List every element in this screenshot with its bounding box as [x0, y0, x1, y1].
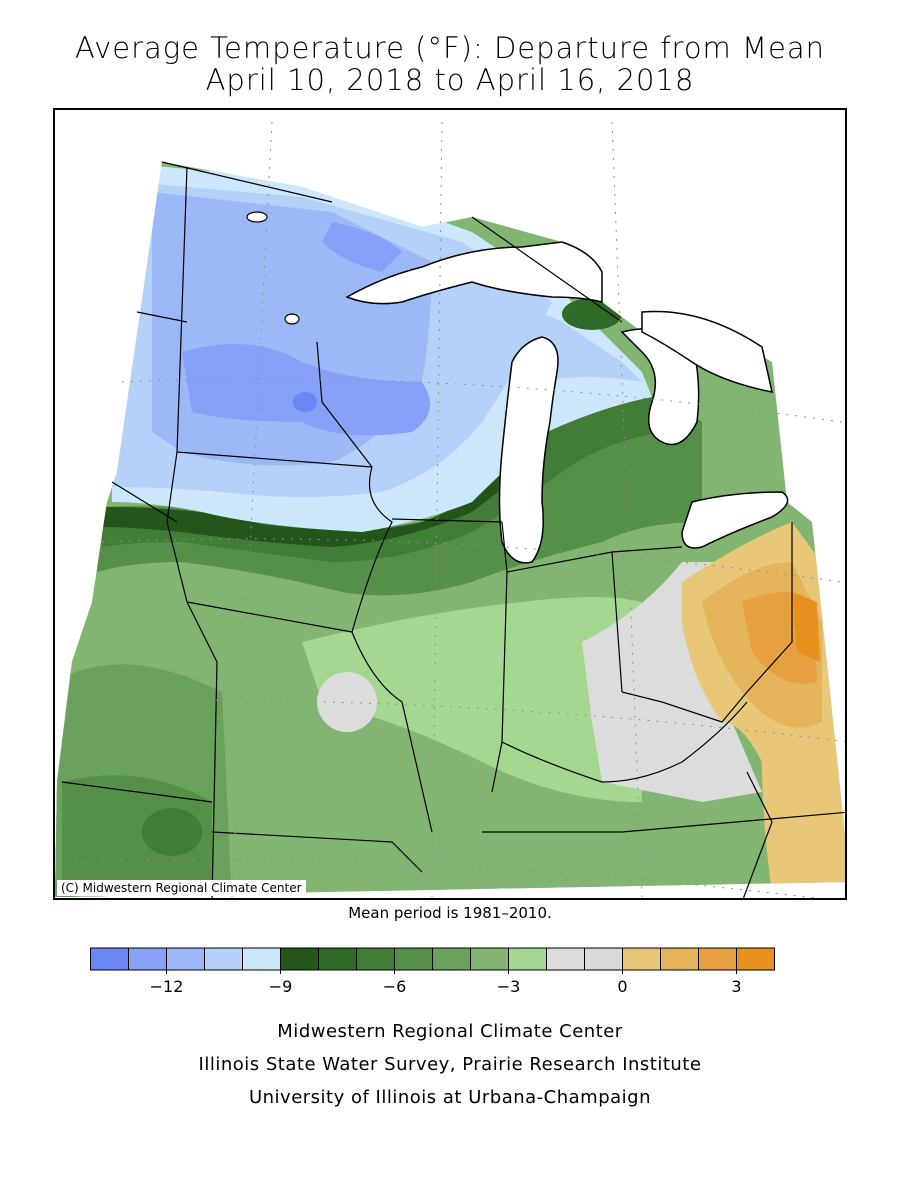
- ky-in-border: [501, 701, 748, 783]
- copyright-label: (C) Midwestern Regional Climate Center: [57, 880, 306, 896]
- legend-tick-label: 3: [731, 977, 741, 996]
- mississippi-river: [351, 466, 433, 833]
- region-minus-6-sw: [62, 775, 212, 897]
- legend-swatch: [128, 947, 167, 971]
- georgian-bay: [641, 310, 773, 393]
- legend-swatch: [90, 947, 129, 971]
- legend-swatches: [90, 947, 775, 971]
- region-minus-2: [302, 597, 642, 802]
- region-minus-7-spot: [142, 808, 202, 856]
- map-date-range: April 10, 2018 to April 16, 2018: [205, 63, 695, 97]
- sd-ne-border: [111, 481, 178, 523]
- legend-tick-label: −9: [269, 977, 293, 996]
- il-in-border: [491, 521, 508, 793]
- legend-swatch: [660, 947, 699, 971]
- legend-tick-label: −3: [497, 977, 521, 996]
- legend-swatch: [204, 947, 243, 971]
- mn-wi-border: [316, 341, 373, 468]
- footer-org: Midwestern Regional Climate Center: [277, 1021, 623, 1042]
- legend-tick-labels: −12 −9 −6 −3 0 3: [150, 970, 742, 996]
- legend-swatch: [356, 947, 395, 971]
- region-zero-spot: [317, 672, 377, 732]
- lake-erie: [681, 491, 789, 549]
- legend-swatch: [584, 947, 623, 971]
- nd-sd-border: [136, 311, 188, 323]
- legend-swatch: [166, 947, 205, 971]
- ks-ne-border: [61, 781, 213, 803]
- region-minus-7: [102, 397, 662, 562]
- region-eastern-up: [562, 298, 622, 330]
- footer-university: University of Illinois at Urbana-Champai…: [248, 1087, 652, 1108]
- ky-tn-border: [482, 811, 845, 833]
- legend-swatch: [470, 947, 509, 971]
- canada-border-mn: [161, 161, 333, 203]
- mn-south-border: [176, 451, 373, 468]
- state-boundaries: [61, 161, 845, 898]
- region-minus-12: [182, 344, 430, 436]
- region-minus-13: [293, 392, 317, 412]
- legend-swatch: [736, 947, 775, 971]
- legend-tick-label: −6: [383, 977, 407, 996]
- legend-swatch: [318, 947, 357, 971]
- legend-swatch: [508, 947, 547, 971]
- graticule: [56, 121, 845, 898]
- temperature-departure-map: [55, 121, 845, 898]
- map-title: Average Temperature (°F): Departure from…: [74, 31, 826, 65]
- legend-swatch: [698, 947, 737, 971]
- legend-swatch: [242, 947, 281, 971]
- lake-michigan: [498, 336, 559, 564]
- mean-period-note: Mean period is 1981–2010.: [348, 904, 552, 922]
- lake-red: [284, 313, 300, 325]
- lake-of-the-woods: [246, 211, 268, 223]
- legend-tick-label: −12: [150, 977, 184, 996]
- mo-ar-border: [211, 831, 423, 873]
- ia-mo-border: [186, 601, 353, 633]
- legend-swatch: [546, 947, 585, 971]
- footer-survey: Illinois State Water Survey, Prairie Res…: [198, 1054, 702, 1075]
- legend-swatch: [394, 947, 433, 971]
- ia-ne-mo-border: [166, 521, 218, 898]
- ohio-river: [621, 641, 793, 723]
- lake-superior: [345, 241, 603, 305]
- legend-swatch: [622, 947, 661, 971]
- legend-tick-label: 0: [617, 977, 627, 996]
- region-plus-4: [792, 592, 820, 662]
- legend-swatch: [280, 947, 319, 971]
- color-legend: −12 −9 −6 −3 0 3: [90, 947, 775, 996]
- legend-swatch: [432, 947, 471, 971]
- ontario-border: [471, 216, 623, 323]
- wi-il-border: [391, 518, 503, 523]
- ky-wv-border: [742, 771, 773, 898]
- lakes: [246, 211, 789, 564]
- mi-in-oh-border: [611, 546, 683, 553]
- region-minus-12-north: [322, 222, 402, 272]
- map-panel: (C) Midwestern Regional Climate Center: [53, 108, 847, 900]
- region-up-lightblue: [542, 377, 652, 422]
